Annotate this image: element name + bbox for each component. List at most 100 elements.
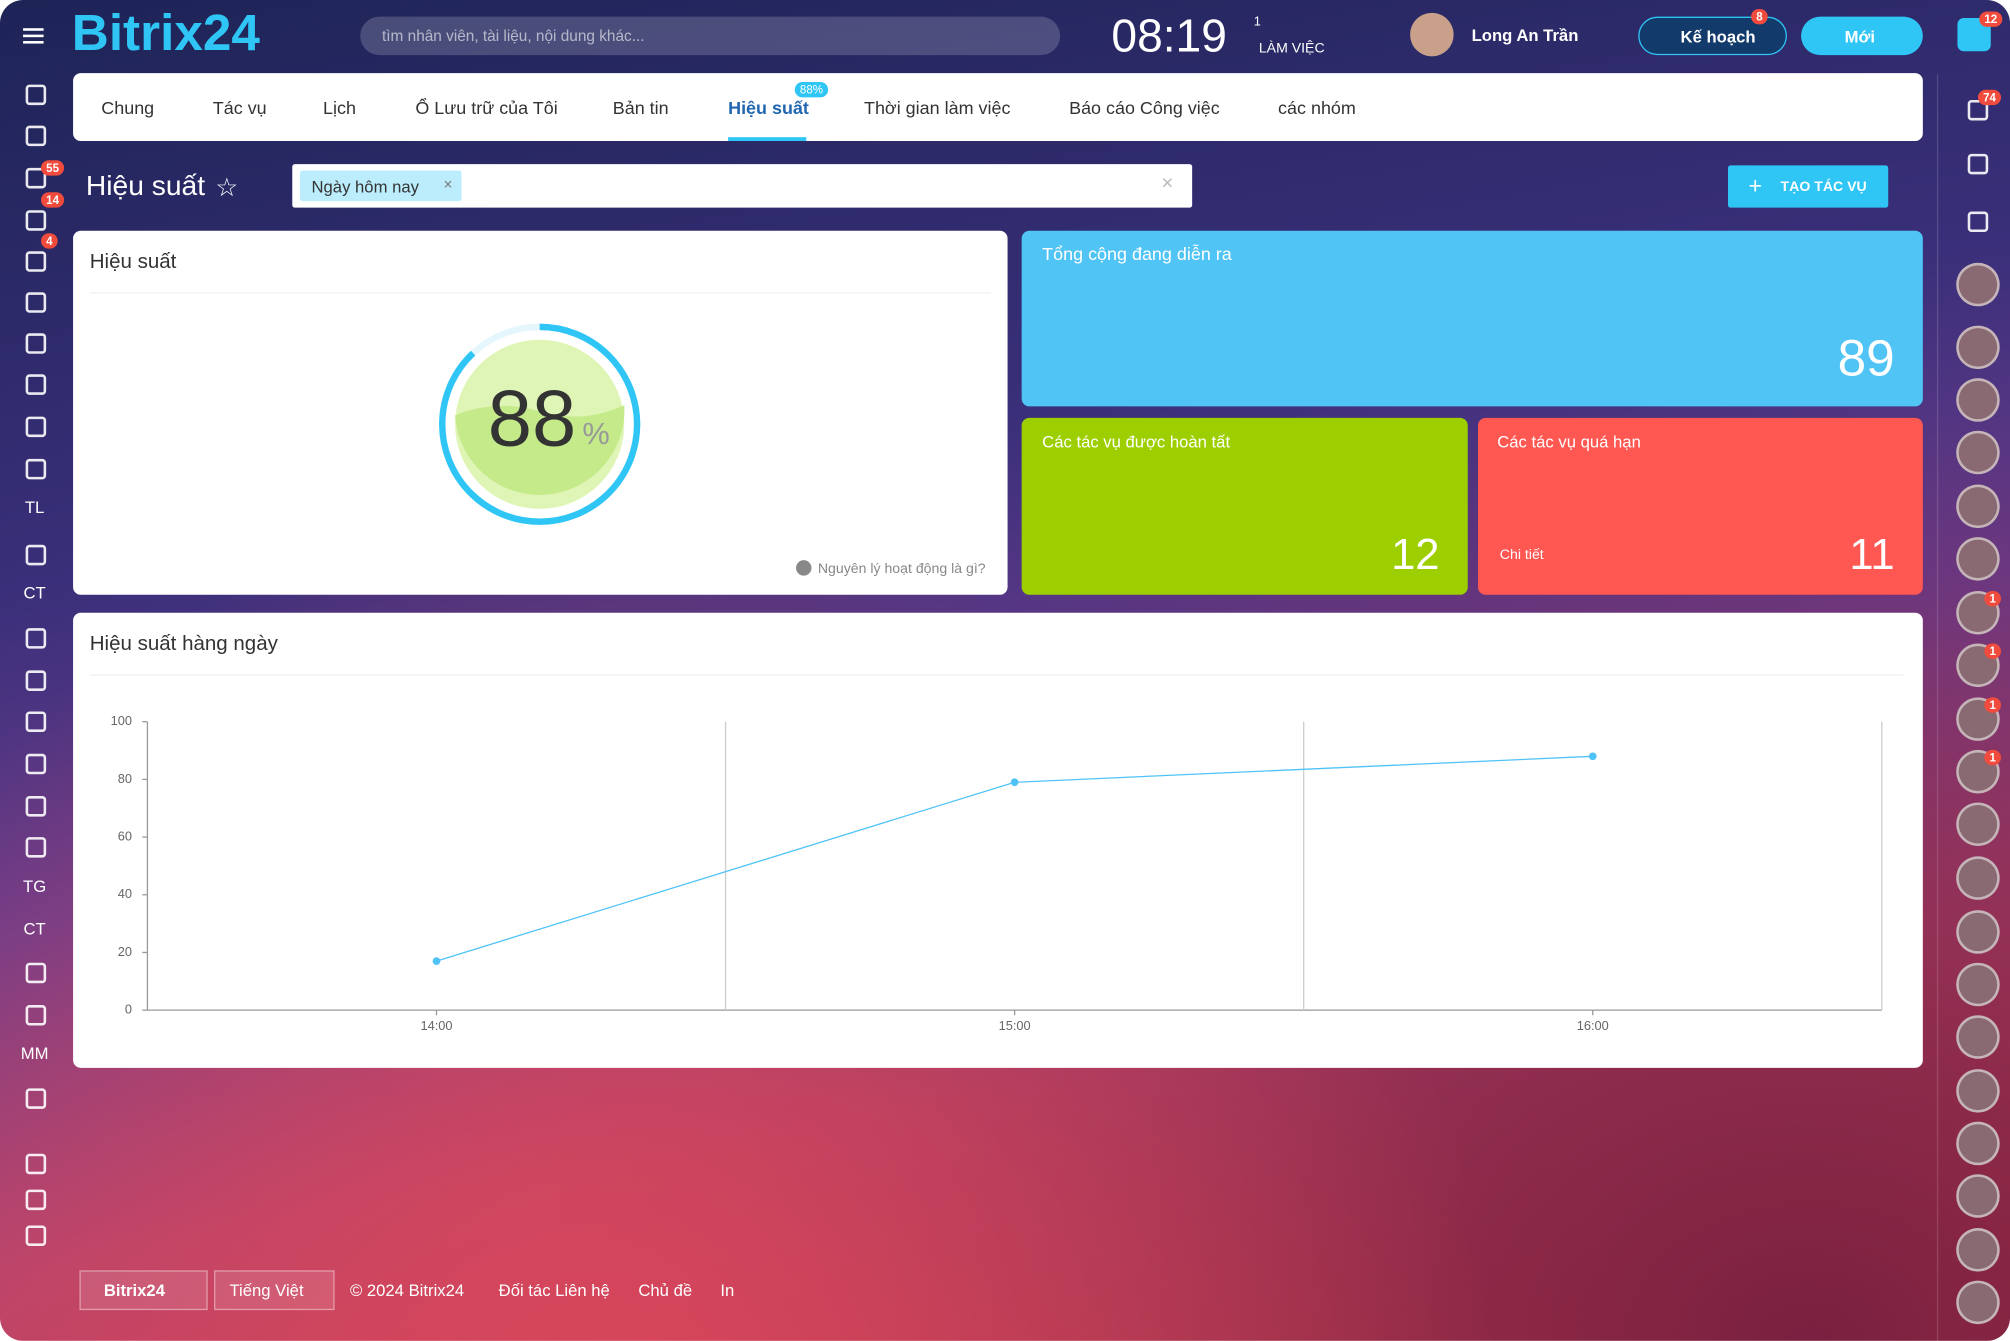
avatar[interactable] <box>1956 749 2000 794</box>
side-icon[interactable] <box>1967 99 1989 121</box>
y-tick-label: 80 <box>118 771 132 786</box>
nav-icon[interactable] <box>25 210 47 231</box>
user-avatar[interactable] <box>1410 12 1454 57</box>
avatar[interactable] <box>1956 1228 2000 1272</box>
filter-clear[interactable]: × <box>1161 173 1174 195</box>
filter-remove[interactable]: × <box>443 175 453 194</box>
gauge-arc <box>439 323 641 525</box>
nav-icon[interactable] <box>25 333 47 354</box>
nav-icon[interactable] <box>25 125 47 147</box>
avatar[interactable] <box>1956 1069 2000 1113</box>
nav-label[interactable]: CT <box>23 583 46 603</box>
nav-icon[interactable] <box>25 1225 47 1246</box>
nav-icon[interactable] <box>25 796 47 817</box>
y-tick-label: 40 <box>118 886 132 901</box>
nav-icon[interactable] <box>25 628 47 649</box>
nav-icon[interactable] <box>25 837 47 858</box>
footer-logo-box[interactable]: Bitrix24 <box>79 1270 208 1311</box>
language-select[interactable]: Tiếng Việt <box>214 1270 335 1311</box>
point <box>432 957 441 965</box>
avatar-badge: 1 <box>1984 590 2002 607</box>
create-task-button[interactable]: + TẠO TÁC VỤ <box>1727 165 1889 208</box>
footer-link[interactable]: Đối tác Liên hệ <box>498 1280 610 1300</box>
x-tick-label: 15:00 <box>999 1018 1031 1033</box>
avatar[interactable] <box>1956 802 2000 847</box>
line <box>436 755 1593 962</box>
nav-icon[interactable] <box>25 251 47 272</box>
avatar[interactable] <box>1956 1121 2000 1166</box>
avatar[interactable] <box>1956 537 2000 581</box>
footer-link[interactable]: Chủ đề <box>638 1280 693 1300</box>
search-placeholder: tìm nhân viên, tài liệu, nội dung khác..… <box>382 26 645 45</box>
new-button[interactable]: Mới <box>1801 16 1923 56</box>
nav-badge: 55 <box>41 160 65 176</box>
plan-badge: 8 <box>1751 8 1768 25</box>
nav-icon[interactable] <box>25 1189 47 1211</box>
avatar[interactable] <box>1956 1280 2000 1325</box>
side-icon[interactable] <box>1967 211 1989 233</box>
tab[interactable]: Báo cáo Công việc <box>1069 97 1220 118</box>
nav-icon[interactable] <box>25 84 47 106</box>
total-value: 89 <box>1837 330 1895 388</box>
nav-label[interactable]: MM <box>20 1043 49 1063</box>
avatar[interactable] <box>1956 910 2000 954</box>
tab[interactable]: Bản tin <box>612 97 669 118</box>
nav-label[interactable]: TG <box>23 876 47 897</box>
y-tick-label: 100 <box>111 713 132 728</box>
avatar[interactable] <box>1956 262 2000 307</box>
avatar[interactable] <box>1956 1174 2000 1218</box>
avatar[interactable] <box>1956 378 2000 422</box>
nav-icon[interactable] <box>25 962 47 984</box>
filter-tag[interactable]: Ngày hôm nay × <box>299 170 462 202</box>
tab[interactable]: các nhóm <box>1278 97 1356 118</box>
help-link[interactable]: Nguyên lý hoạt động là gì? <box>817 561 986 577</box>
tab[interactable]: Thời gian làm việc <box>863 97 1011 118</box>
nav-icon[interactable] <box>25 670 47 691</box>
y-tick-label: 0 <box>125 1002 132 1017</box>
work-status[interactable]: LÀM VIỆC <box>1258 41 1325 57</box>
nav-icon[interactable] <box>25 374 47 395</box>
gauge: 88 % <box>439 323 641 525</box>
point <box>1588 752 1597 761</box>
side-icon[interactable] <box>1967 153 1989 175</box>
avatar[interactable] <box>1956 856 2000 900</box>
nav-badge: 4 <box>41 233 58 249</box>
efficiency-card: Hiệu suất 88 % Nguyên lý hoạt động là gì… <box>73 230 1008 595</box>
tab-bar <box>73 73 1923 142</box>
avatar[interactable] <box>1956 643 2000 688</box>
tab[interactable]: Hiệu suất <box>728 97 809 118</box>
avatar[interactable] <box>1956 325 2000 370</box>
divider <box>1936 74 1939 1341</box>
avatar[interactable] <box>1956 1015 2000 1059</box>
nav-icon[interactable] <box>25 1005 47 1026</box>
nav-icon[interactable] <box>25 416 47 438</box>
gauge-unit: % <box>582 416 609 451</box>
tab[interactable]: Tác vụ <box>212 97 267 118</box>
favorite-star[interactable]: ☆ <box>215 174 239 203</box>
nav-icon[interactable] <box>25 1153 47 1175</box>
tab[interactable]: Ổ Lưu trữ của Tôi <box>415 97 558 118</box>
search-box[interactable]: tìm nhân viên, tài liệu, nội dung khác..… <box>360 16 1061 56</box>
nav-icon[interactable] <box>25 1088 47 1109</box>
menu-icon[interactable] <box>23 28 44 31</box>
logo[interactable]: Bitrix24 <box>71 5 260 62</box>
nav-icon[interactable] <box>25 544 47 566</box>
filter-box[interactable]: Ngày hôm nay × × <box>292 164 1193 208</box>
nav-label[interactable]: CT <box>23 919 46 939</box>
avatar[interactable] <box>1956 430 2000 475</box>
tab[interactable]: Lịch <box>323 97 356 118</box>
nav-icon[interactable] <box>25 167 47 189</box>
nav-icon[interactable] <box>25 292 47 313</box>
nav-icon[interactable] <box>25 458 47 480</box>
footer-link[interactable]: In <box>720 1280 735 1300</box>
nav-icon[interactable] <box>25 753 47 775</box>
nav-icon[interactable] <box>25 711 47 732</box>
overdue-card: Các tác vụ quá hạn Chi tiết 11 <box>1478 417 1923 595</box>
user-name[interactable]: Long An Trần <box>1471 25 1579 45</box>
overdue-link[interactable]: Chi tiết <box>1499 547 1544 563</box>
avatar[interactable] <box>1956 484 2000 529</box>
tab[interactable]: Chung <box>101 97 155 118</box>
avatar[interactable] <box>1956 962 2000 1007</box>
nav-label[interactable]: TL <box>24 497 45 517</box>
avatar-badge: 1 <box>1984 643 2002 659</box>
